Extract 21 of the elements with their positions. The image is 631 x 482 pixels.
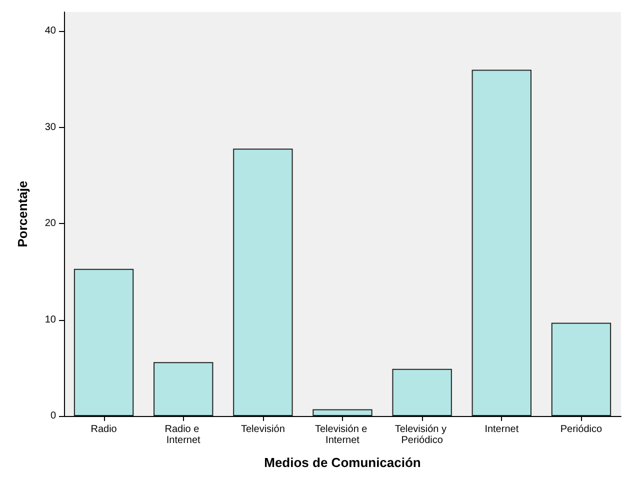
y-tick-label: 0 xyxy=(50,410,56,422)
x-tick-label: Periódico xyxy=(560,424,602,435)
y-axis-title: Porcentaje xyxy=(15,180,30,248)
bar xyxy=(74,268,134,416)
x-tick-label: Radio e Internet xyxy=(164,424,202,446)
y-tick-label: 30 xyxy=(44,122,56,133)
x-tick-label: Internet xyxy=(484,424,519,435)
bar xyxy=(551,322,612,416)
bar xyxy=(472,70,532,416)
y-tick-label: 20 xyxy=(44,218,56,230)
x-tick-label: Televisión e Internet xyxy=(314,424,370,446)
bar xyxy=(233,148,293,416)
x-axis-title: Medios de Comunicación xyxy=(264,455,421,470)
x-tick-label: Televisión y Periódico xyxy=(394,424,450,446)
bar xyxy=(312,409,372,416)
y-tick-label: 40 xyxy=(44,26,56,37)
bar xyxy=(392,368,452,416)
bar xyxy=(154,362,214,416)
x-tick-label: Televisión xyxy=(240,424,285,435)
x-tick-label: Radio xyxy=(90,424,118,435)
y-tick-label: 10 xyxy=(44,314,56,326)
